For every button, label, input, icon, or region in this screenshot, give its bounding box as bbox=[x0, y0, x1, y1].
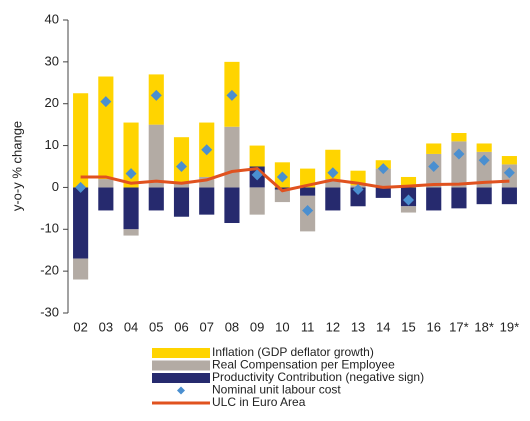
marker bbox=[352, 184, 364, 196]
bar bbox=[476, 187, 492, 205]
y-axis-label: y-o-y % change bbox=[9, 121, 24, 211]
x-tick-label: 14 bbox=[376, 319, 390, 334]
bar bbox=[375, 187, 391, 198]
x-tick-label: 15 bbox=[401, 319, 415, 334]
bar bbox=[123, 187, 139, 230]
bar bbox=[274, 189, 290, 203]
bar bbox=[199, 176, 215, 188]
marker bbox=[503, 167, 515, 179]
x-tick-label: 09 bbox=[250, 319, 264, 334]
marker bbox=[327, 167, 339, 179]
marker bbox=[276, 171, 288, 183]
bar bbox=[325, 179, 341, 188]
y-tick-label: -30 bbox=[40, 304, 59, 319]
y-tick-label: 40 bbox=[45, 11, 59, 26]
x-tick-label: 11 bbox=[301, 319, 315, 334]
marker bbox=[251, 169, 263, 181]
bar bbox=[73, 258, 89, 280]
bar bbox=[426, 143, 442, 154]
bar bbox=[98, 187, 114, 211]
x-tick-label: 18* bbox=[474, 319, 494, 334]
bar bbox=[426, 187, 442, 211]
x-tick-label: 16 bbox=[426, 319, 440, 334]
x-tick-label: 13 bbox=[351, 319, 365, 334]
x-tick-label: 19* bbox=[500, 319, 520, 334]
bar bbox=[98, 179, 114, 188]
marker bbox=[428, 161, 440, 172]
x-tick-label: 02 bbox=[73, 319, 87, 334]
bar bbox=[148, 124, 164, 188]
legend-swatch bbox=[152, 348, 210, 358]
bar bbox=[375, 168, 391, 188]
bar bbox=[350, 187, 366, 207]
bar bbox=[451, 141, 467, 188]
x-tick-label: 12 bbox=[326, 319, 340, 334]
bar bbox=[224, 126, 240, 188]
bar bbox=[123, 229, 139, 236]
bar bbox=[274, 187, 290, 190]
bar bbox=[451, 133, 467, 142]
legend-label: Inflation (GDP deflator growth) bbox=[212, 345, 374, 359]
x-tick-label: 10 bbox=[275, 319, 289, 334]
legend-swatch bbox=[177, 386, 185, 395]
x-tick-label: 08 bbox=[225, 319, 239, 334]
marker bbox=[100, 96, 112, 108]
x-tick-label: 03 bbox=[99, 319, 113, 334]
bar bbox=[501, 156, 517, 165]
legend-label: ULC in Euro Area bbox=[212, 395, 306, 409]
bar bbox=[476, 143, 492, 152]
y-tick-label: 10 bbox=[45, 137, 59, 152]
marker bbox=[453, 148, 465, 160]
marker bbox=[125, 168, 137, 180]
bar bbox=[173, 137, 190, 184]
bar bbox=[300, 168, 316, 188]
bar bbox=[400, 176, 417, 188]
legend-label: Productivity Contribution (negative sign… bbox=[212, 370, 424, 384]
y-tick-label: 30 bbox=[45, 53, 59, 68]
marker bbox=[226, 89, 238, 101]
bar bbox=[501, 187, 517, 205]
bar bbox=[73, 93, 89, 188]
marker bbox=[176, 161, 187, 172]
bar bbox=[325, 187, 341, 211]
bar bbox=[249, 145, 265, 167]
marker bbox=[377, 163, 389, 175]
y-tick-label: 20 bbox=[45, 95, 59, 110]
bar bbox=[173, 187, 190, 217]
y-tick-label: -20 bbox=[40, 263, 59, 278]
marker bbox=[75, 181, 87, 193]
marker bbox=[403, 194, 414, 206]
x-tick-label: 07 bbox=[199, 319, 213, 334]
legend-label: Nominal unit labour cost bbox=[212, 383, 341, 397]
marker bbox=[478, 154, 490, 166]
marker bbox=[150, 89, 162, 101]
legend: Inflation (GDP deflator growth)Real Comp… bbox=[152, 345, 424, 409]
bar bbox=[98, 76, 114, 180]
bar bbox=[73, 187, 89, 259]
x-tick-label: 04 bbox=[124, 319, 138, 334]
y-tick-label: -10 bbox=[40, 221, 59, 236]
bar bbox=[400, 206, 417, 213]
x-tick-label: 05 bbox=[149, 319, 163, 334]
x-tick-label: 06 bbox=[174, 319, 188, 334]
y-tick-label: 0 bbox=[52, 179, 59, 194]
line bbox=[80, 167, 510, 193]
bar bbox=[199, 187, 215, 215]
bar bbox=[123, 122, 139, 188]
marker bbox=[201, 144, 213, 156]
legend-label: Real Compensation per Employee bbox=[212, 358, 395, 372]
legend-swatch bbox=[152, 360, 210, 371]
x-tick-label: 17* bbox=[449, 319, 469, 334]
bar bbox=[224, 187, 240, 224]
bar bbox=[249, 187, 265, 215]
marker bbox=[302, 204, 314, 216]
bar bbox=[148, 187, 164, 211]
bar bbox=[300, 187, 316, 196]
bar bbox=[451, 187, 467, 209]
bar bbox=[173, 183, 190, 188]
legend-swatch bbox=[152, 373, 210, 383]
